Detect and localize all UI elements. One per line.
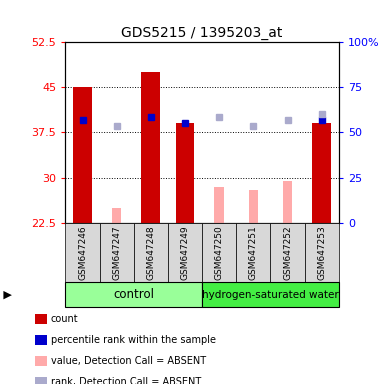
Text: GSM647250: GSM647250 bbox=[215, 225, 224, 280]
Bar bbox=[214, 187, 224, 223]
Bar bbox=[112, 208, 122, 223]
Bar bbox=[312, 123, 331, 223]
Text: rank, Detection Call = ABSENT: rank, Detection Call = ABSENT bbox=[51, 377, 201, 384]
Text: agent  ▶: agent ▶ bbox=[0, 290, 12, 300]
Text: control: control bbox=[113, 288, 154, 301]
Text: GSM647248: GSM647248 bbox=[146, 225, 156, 280]
Text: hydrogen-saturated water: hydrogen-saturated water bbox=[202, 290, 339, 300]
Text: GSM647246: GSM647246 bbox=[78, 225, 87, 280]
Text: GSM647253: GSM647253 bbox=[317, 225, 326, 280]
Text: value, Detection Call = ABSENT: value, Detection Call = ABSENT bbox=[51, 356, 206, 366]
Bar bbox=[249, 190, 258, 223]
Text: percentile rank within the sample: percentile rank within the sample bbox=[51, 335, 216, 345]
Bar bbox=[283, 180, 292, 223]
Text: GSM647247: GSM647247 bbox=[112, 225, 121, 280]
Text: GSM647252: GSM647252 bbox=[283, 225, 292, 280]
Text: GSM647249: GSM647249 bbox=[181, 225, 189, 280]
Text: count: count bbox=[51, 314, 79, 324]
Bar bbox=[176, 123, 194, 223]
Bar bbox=[73, 87, 92, 223]
Bar bbox=[141, 72, 160, 223]
Title: GDS5215 / 1395203_at: GDS5215 / 1395203_at bbox=[121, 26, 283, 40]
Text: GSM647251: GSM647251 bbox=[249, 225, 258, 280]
